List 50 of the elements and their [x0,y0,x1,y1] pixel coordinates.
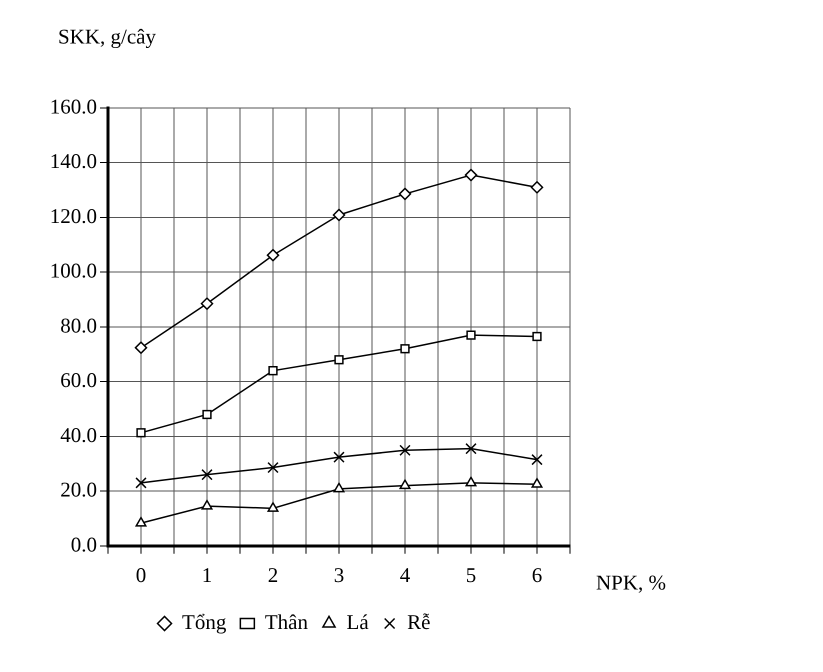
x-tick-label: 5 [466,562,476,587]
x-axis-title: NPK, % [596,570,666,594]
point [399,444,411,456]
y-tick-label: 160.0 [50,94,97,119]
x-tick-label: 1 [202,562,212,587]
point [531,478,543,488]
point [398,188,412,200]
x-tick-label: 4 [400,562,411,587]
point [333,451,345,463]
y-tick-label: 100.0 [50,258,97,283]
point [465,476,477,486]
point [201,468,213,480]
point [200,297,214,310]
point [135,516,147,527]
point [268,366,278,376]
y-tick-label: 20.0 [60,478,97,502]
point [267,502,279,512]
point [201,500,213,510]
point [266,248,280,262]
x-tick-label: 2 [268,562,278,587]
point [466,330,476,340]
legend-label: Rễ [407,610,430,634]
point [136,428,146,438]
point [135,477,147,489]
point [267,462,279,474]
legend-label: Tổng [182,610,227,634]
point [464,168,478,182]
y-tick-label: 40.0 [60,422,97,447]
y-tick-label: 120.0 [50,204,97,228]
point [202,410,212,420]
x-tick-label: 6 [532,562,542,587]
point [333,482,345,492]
y-tick-label: 60.0 [60,368,97,392]
legend-label: Lá [346,610,370,634]
x-tick-label: 0 [136,562,146,587]
point [334,355,344,364]
legend-label: Thân [264,610,308,634]
y-axis-title: SKK, g/cây [58,24,156,49]
point [531,454,543,466]
y-tick-label: 80.0 [60,313,97,338]
point [399,479,411,490]
point [465,442,477,454]
point [530,181,544,194]
x-tick-label: 3 [334,562,344,587]
point [532,332,542,342]
point [400,344,410,354]
y-tick-label: 0.0 [70,532,97,556]
point [332,208,346,222]
point [134,341,148,354]
y-tick-label: 140.0 [50,149,97,174]
